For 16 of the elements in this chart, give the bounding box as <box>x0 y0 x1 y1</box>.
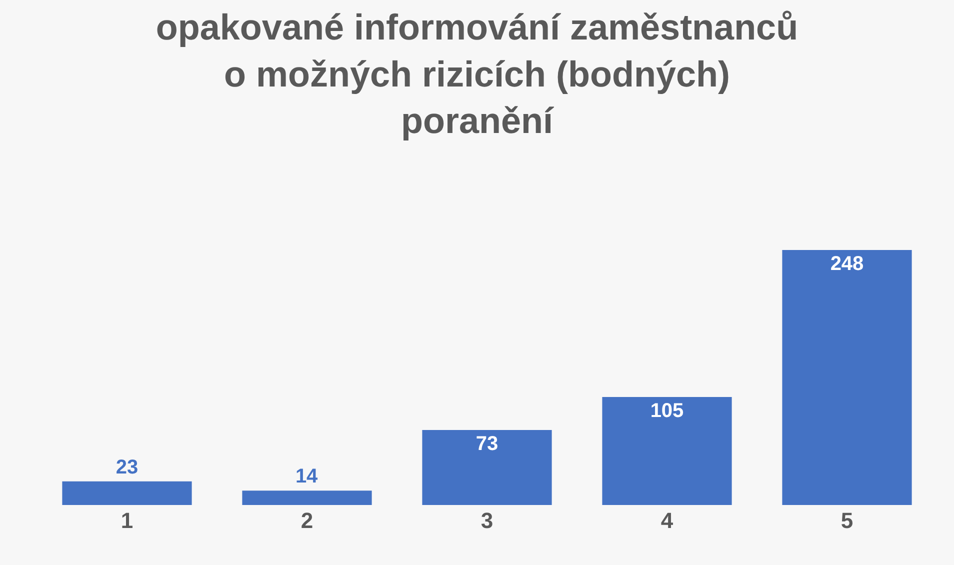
bar <box>62 481 192 505</box>
chart-title: opakované informování zaměstnanců o možných rizicích (bodných) poranění <box>156 6 798 142</box>
data-label: 73 <box>476 432 498 455</box>
data-label: 23 <box>116 456 138 478</box>
x-tick-label: 2 <box>300 508 314 533</box>
data-label: 248 <box>830 253 864 275</box>
bar <box>242 490 372 505</box>
bar <box>422 430 552 505</box>
bar <box>782 250 912 505</box>
x-tick-label: 3 <box>480 508 494 533</box>
x-tick-label: 1 <box>120 508 134 533</box>
x-tick-label: 5 <box>840 508 854 533</box>
x-tick-label: 4 <box>660 508 674 533</box>
data-label: 105 <box>650 400 684 422</box>
bar <box>602 397 732 505</box>
data-label: 14 <box>295 466 319 488</box>
